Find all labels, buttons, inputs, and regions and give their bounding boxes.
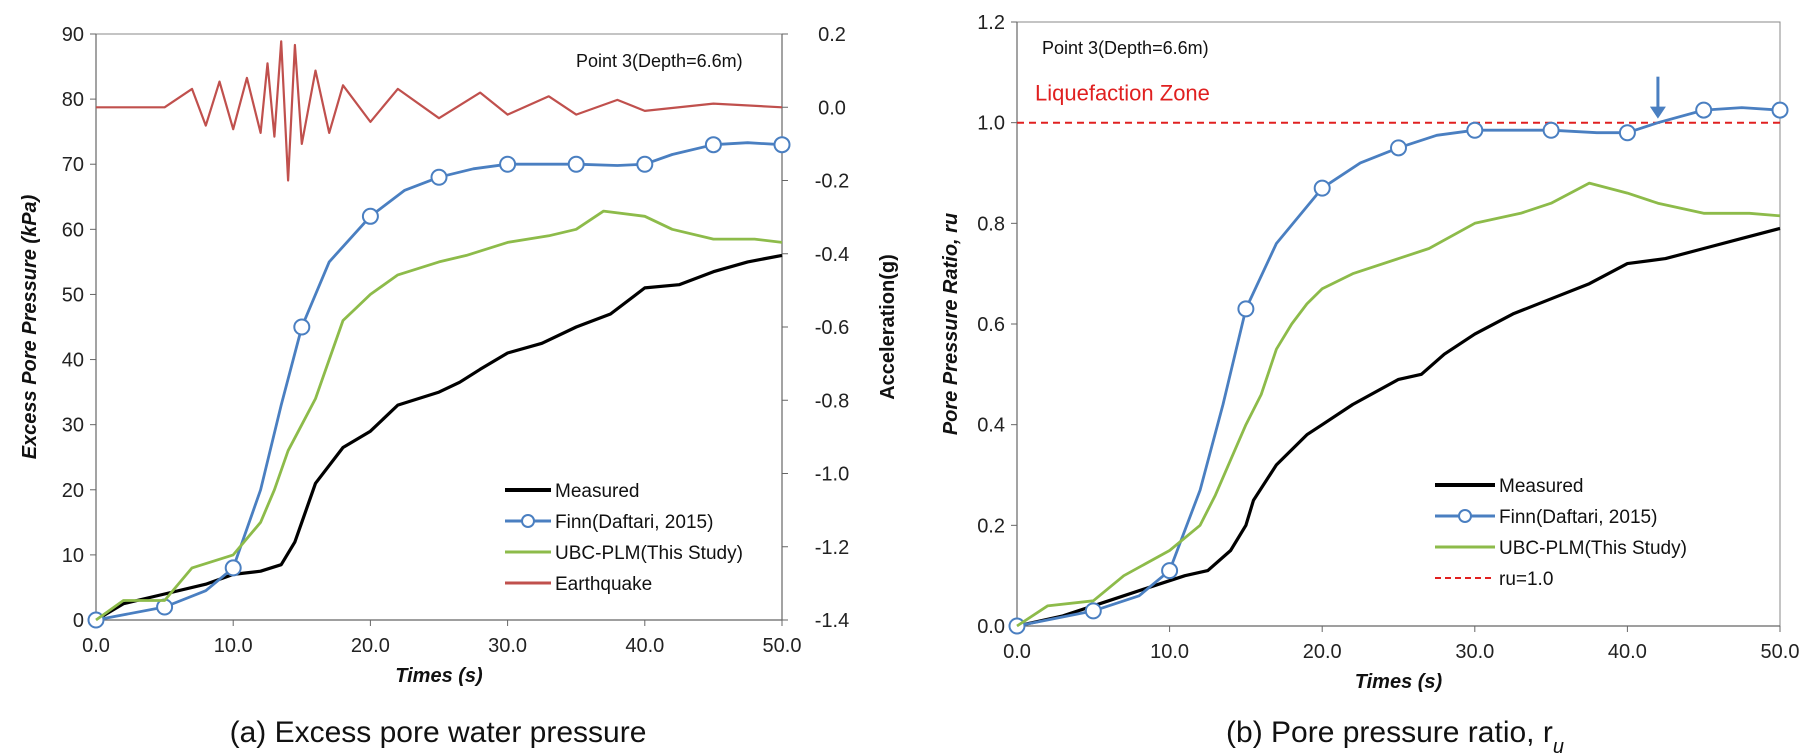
chart-panel-b: 0.0 10.0 20.0 30.0 40.0 50.0 0.0 0.2 0.4 0.6 0.8 1.… bbox=[940, 12, 1799, 756]
legend-label: Finn(Daftari, 2015) bbox=[555, 512, 713, 533]
y-tick-label: 20 bbox=[62, 480, 84, 502]
series-line-ubc-plm-this-study bbox=[95, 209, 783, 622]
series-point-finn-daftari-2015 bbox=[567, 155, 585, 173]
y-tick-label: 60 bbox=[62, 219, 84, 241]
series-line-measured bbox=[1016, 226, 1781, 628]
series-point-finn-daftari-2015 bbox=[1084, 602, 1102, 620]
x-axis-title: Times (s) bbox=[1355, 671, 1443, 693]
point-annotation: Point 3(Depth=6.6m) bbox=[1042, 38, 1209, 58]
y-tick-label: 40 bbox=[62, 350, 84, 372]
y-tick-label: 80 bbox=[62, 89, 84, 111]
series-point-finn-daftari-2015 bbox=[499, 155, 517, 173]
series-point-finn-daftari-2015 bbox=[636, 155, 654, 173]
series-line-finn-daftari-2015 bbox=[95, 141, 783, 622]
legend-marker bbox=[521, 514, 535, 528]
y2-tick-label: -0.4 bbox=[815, 244, 849, 266]
x-tick-label: 10.0 bbox=[1150, 641, 1189, 663]
series-point-finn-daftari-2015 bbox=[1695, 101, 1713, 119]
liquefaction-zone-label: Liquefaction Zone bbox=[1035, 81, 1210, 106]
plot-area bbox=[1016, 21, 1781, 627]
series-point-finn-daftari-2015 bbox=[1313, 179, 1331, 197]
legend-label: Measured bbox=[555, 481, 640, 502]
y-tick-label: 0.6 bbox=[977, 314, 1005, 336]
series-point-finn-daftari-2015 bbox=[224, 559, 242, 577]
y2-tick-label: 0.2 bbox=[818, 24, 846, 46]
x-tick-label: 10.0 bbox=[214, 635, 253, 657]
x-tick-label: 30.0 bbox=[488, 635, 527, 657]
y-tick-label: 30 bbox=[62, 415, 84, 437]
figure-caption: (b) Pore pressure ratio, ru bbox=[1226, 716, 1564, 756]
chart-panel-a: 0.0 10.0 20.0 30.0 40.0 50.0 0 10 20 30 40 50 60 70 80… bbox=[19, 24, 899, 749]
series-line-earthquake bbox=[96, 40, 783, 182]
series-point-finn-daftari-2015 bbox=[1466, 121, 1484, 139]
x-tick-label: 0.0 bbox=[82, 635, 110, 657]
caption-subscript: u bbox=[1553, 736, 1564, 756]
legend-label: ru=1.0 bbox=[1499, 569, 1553, 590]
y2-tick-label: 0.0 bbox=[818, 97, 846, 119]
y-tick-label: 10 bbox=[62, 545, 84, 567]
series-point-finn-daftari-2015 bbox=[430, 168, 448, 186]
series-point-finn-daftari-2015 bbox=[293, 318, 311, 336]
legend-label: Earthquake bbox=[555, 574, 652, 595]
series-point-finn-daftari-2015 bbox=[1618, 124, 1636, 142]
y-tick-label: 0.4 bbox=[977, 415, 1005, 437]
legend: Measured Finn(Daftari, 2015) UBC-PLM(This … bbox=[505, 481, 743, 595]
x-tick-label: 20.0 bbox=[351, 635, 390, 657]
x-tick-label: 40.0 bbox=[1608, 641, 1647, 663]
caption-text: (a) Excess pore water pressure bbox=[230, 716, 647, 749]
arrow-head bbox=[1649, 106, 1666, 119]
series-line-finn-daftari-2015 bbox=[1016, 106, 1781, 628]
x-tick-label: 30.0 bbox=[1455, 641, 1494, 663]
y2-tick-label: -0.8 bbox=[815, 390, 849, 412]
point-annotation: Point 3(Depth=6.6m) bbox=[576, 51, 743, 71]
legend-label: UBC-PLM(This Study) bbox=[1499, 538, 1687, 559]
figure-caption: (a) Excess pore water pressure bbox=[230, 716, 647, 749]
legend: Measured Finn(Daftari, 2015) UBC-PLM(This … bbox=[1435, 476, 1687, 590]
y-tick-label: 0.2 bbox=[977, 515, 1005, 537]
y2-tick-label: -1.4 bbox=[815, 610, 849, 632]
y-tick-label: 70 bbox=[62, 154, 84, 176]
y-tick-label: 1.0 bbox=[977, 113, 1005, 135]
y-axis-title: Excess Pore Pressure (kPa) bbox=[19, 194, 41, 459]
series-point-finn-daftari-2015 bbox=[1771, 101, 1789, 119]
legend-label: Finn(Daftari, 2015) bbox=[1499, 507, 1657, 528]
y2-tick-label: -1.2 bbox=[815, 537, 849, 559]
y2-tick-label: -0.2 bbox=[815, 171, 849, 193]
series-point-finn-daftari-2015 bbox=[1161, 562, 1179, 580]
series-point-finn-daftari-2015 bbox=[1542, 121, 1560, 139]
x-axis-title: Times (s) bbox=[395, 665, 483, 687]
y-tick-label: 1.2 bbox=[977, 12, 1005, 34]
legend-label: Measured bbox=[1499, 476, 1584, 497]
y-tick-label: 50 bbox=[62, 284, 84, 306]
x-tick-label: 50.0 bbox=[1761, 641, 1800, 663]
series-point-finn-daftari-2015 bbox=[773, 136, 791, 154]
caption-text: (b) Pore pressure ratio, r bbox=[1226, 716, 1553, 749]
y2-tick-label: -1.0 bbox=[815, 464, 849, 486]
y2-axis-title: Acceleration(g) bbox=[877, 254, 899, 400]
x-tick-label: 40.0 bbox=[625, 635, 664, 657]
y2-tick-label: -0.6 bbox=[815, 317, 849, 339]
x-tick-label: 20.0 bbox=[1303, 641, 1342, 663]
y-tick-label: 0.0 bbox=[977, 616, 1005, 638]
x-tick-label: 0.0 bbox=[1003, 641, 1031, 663]
y-tick-label: 0 bbox=[73, 610, 84, 632]
y-tick-label: 0.8 bbox=[977, 213, 1005, 235]
series-point-finn-daftari-2015 bbox=[1390, 139, 1407, 157]
series-line-ubc-plm-this-study bbox=[1016, 181, 1781, 628]
y-tick-label: 90 bbox=[62, 24, 84, 46]
y-axis-title: Pore Pressure Ratio, ru bbox=[940, 213, 962, 435]
legend-label: UBC-PLM(This Study) bbox=[555, 543, 743, 564]
legend-marker bbox=[1458, 509, 1472, 523]
series-point-finn-daftari-2015 bbox=[1237, 300, 1255, 318]
series-point-finn-daftari-2015 bbox=[361, 207, 379, 225]
x-tick-label: 50.0 bbox=[763, 635, 802, 657]
series-point-finn-daftari-2015 bbox=[704, 136, 722, 154]
